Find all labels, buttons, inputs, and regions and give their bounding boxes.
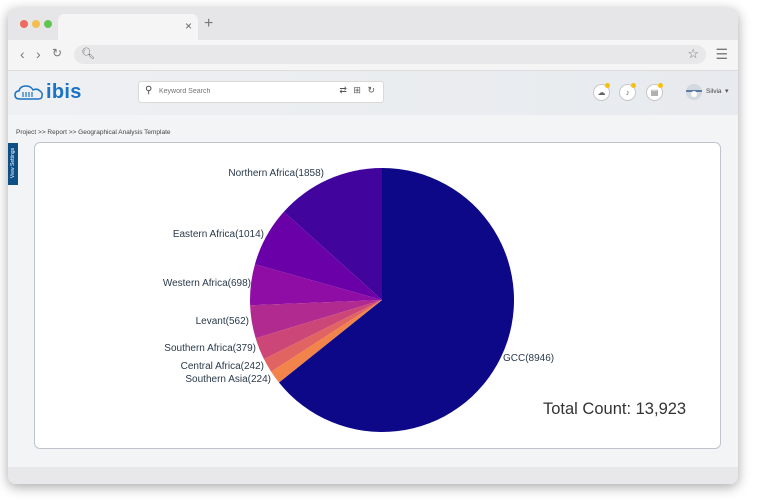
browser-tab-bar: × +	[8, 8, 738, 40]
pie-chart: GCC(8946) Northern Africa(1858) Eastern Af…	[163, 168, 554, 432]
close-icon[interactable]: ×	[184, 19, 192, 33]
search-icon: 🔍︎	[81, 48, 95, 60]
slice-label: Northern Africa(1858)	[228, 168, 324, 179]
search-input[interactable]	[159, 85, 319, 98]
slice-label: Central Africa(242)	[181, 361, 264, 372]
pie-slice[interactable]	[283, 168, 382, 300]
slice-label: Southern Africa(379)	[164, 343, 256, 354]
inbox-icon[interactable]: ▤	[646, 84, 663, 101]
browser-window: × + ‹ › ↻ 🔍︎ ☆ ☰ ibis ⚲ ⇄ ⊞ ↻ ☁ ♪	[8, 8, 738, 484]
bell-icon[interactable]: ♪	[619, 84, 636, 101]
star-icon[interactable]: ☆	[687, 46, 699, 61]
forward-icon[interactable]: ›	[36, 46, 41, 62]
user-name[interactable]: Silvia	[706, 88, 722, 95]
total-count: Total Count: 13,923	[543, 400, 687, 418]
maximize-window-dot[interactable]	[44, 20, 52, 28]
reload-icon[interactable]: ↻	[52, 46, 63, 60]
app-logo-text: ibis	[46, 81, 82, 103]
slice-label: Western Africa(698)	[163, 278, 251, 289]
keyword-search[interactable]: ⚲ ⇄ ⊞ ↻	[138, 81, 384, 103]
back-icon[interactable]: ‹	[20, 46, 25, 62]
avatar[interactable]	[686, 84, 702, 100]
new-tab-button[interactable]: +	[204, 15, 214, 32]
address-bar[interactable]: 🔍︎ ☆	[74, 45, 706, 64]
menu-icon[interactable]: ☰	[715, 46, 728, 62]
minimize-window-dot[interactable]	[32, 20, 40, 28]
chevron-down-icon[interactable]: ▾	[725, 88, 729, 95]
app-area: ibis ⚲ ⇄ ⊞ ↻ ☁ ♪ ▤ Silvia ▾ Proj	[8, 71, 738, 484]
slice-label: Levant(562)	[196, 316, 249, 327]
slice-label: Eastern Africa(1014)	[173, 229, 264, 240]
chart-panel: GCC(8946) Northern Africa(1858) Eastern Af…	[34, 142, 721, 449]
cloud-badge	[605, 83, 610, 88]
bell-badge	[631, 83, 636, 88]
pie-slice[interactable]	[255, 300, 382, 360]
search-tools-icons[interactable]: ⇄ ⊞ ↻	[339, 85, 377, 95]
browser-nav-bar: ‹ › ↻ 🔍︎ ☆ ☰	[8, 40, 738, 71]
user-avatar-icon	[686, 84, 702, 100]
slice-label: GCC(8946)	[503, 353, 554, 364]
browser-tab[interactable]: ×	[58, 14, 198, 40]
search-icon: ⚲	[145, 85, 153, 96]
pie-slice[interactable]	[250, 264, 382, 306]
pie-slice[interactable]	[250, 300, 382, 339]
pie-slice[interactable]	[254, 211, 382, 300]
pie-slice[interactable]	[271, 300, 382, 383]
cloud-icon[interactable]: ☁	[593, 84, 610, 101]
pie-slice[interactable]	[278, 168, 515, 432]
app-header: ibis ⚲ ⇄ ⊞ ↻ ☁ ♪ ▤ Silvia ▾	[8, 71, 738, 115]
slice-label: Southern Asia(224)	[185, 374, 271, 385]
view-settings-label: View Settings	[10, 147, 16, 179]
view-settings-tab[interactable]: View Settings	[8, 143, 18, 185]
footer-strip	[8, 467, 738, 484]
cloud-logo-icon	[14, 85, 43, 100]
pie-slice[interactable]	[264, 300, 382, 372]
breadcrumb: Project >> Report >> Geographical Analys…	[16, 129, 171, 136]
inbox-badge	[658, 83, 663, 88]
close-window-dot[interactable]	[20, 20, 28, 28]
